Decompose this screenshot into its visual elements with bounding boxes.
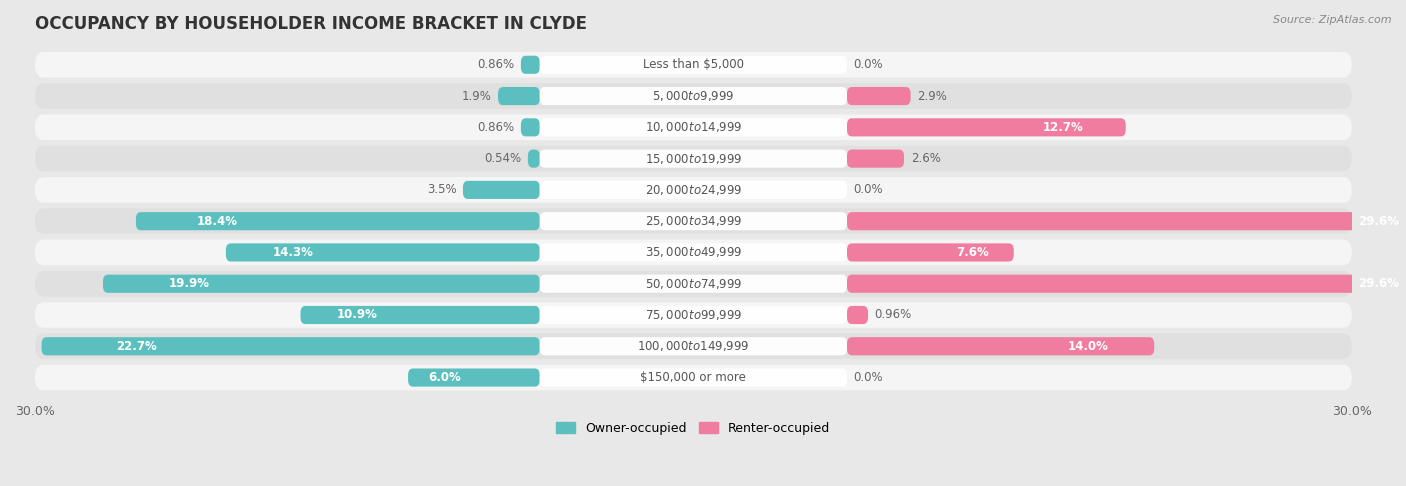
- FancyBboxPatch shape: [846, 243, 1014, 261]
- FancyBboxPatch shape: [35, 177, 1351, 203]
- FancyBboxPatch shape: [520, 56, 540, 74]
- FancyBboxPatch shape: [846, 212, 1406, 230]
- FancyBboxPatch shape: [540, 181, 846, 199]
- FancyBboxPatch shape: [408, 368, 540, 387]
- Text: 6.0%: 6.0%: [427, 371, 461, 384]
- FancyBboxPatch shape: [540, 337, 846, 355]
- FancyBboxPatch shape: [35, 302, 1351, 328]
- FancyBboxPatch shape: [846, 337, 1154, 355]
- Text: $75,000 to $99,999: $75,000 to $99,999: [644, 308, 742, 322]
- FancyBboxPatch shape: [846, 275, 1406, 293]
- Text: 29.6%: 29.6%: [1358, 215, 1399, 227]
- FancyBboxPatch shape: [35, 52, 1351, 78]
- Text: $25,000 to $34,999: $25,000 to $34,999: [644, 214, 742, 228]
- FancyBboxPatch shape: [540, 243, 846, 261]
- FancyBboxPatch shape: [463, 181, 540, 199]
- FancyBboxPatch shape: [226, 243, 540, 261]
- FancyBboxPatch shape: [35, 115, 1351, 140]
- FancyBboxPatch shape: [103, 275, 540, 293]
- FancyBboxPatch shape: [498, 87, 540, 105]
- Text: 18.4%: 18.4%: [197, 215, 238, 227]
- FancyBboxPatch shape: [35, 146, 1351, 172]
- FancyBboxPatch shape: [540, 275, 846, 293]
- FancyBboxPatch shape: [520, 118, 540, 137]
- FancyBboxPatch shape: [35, 240, 1351, 265]
- Text: $20,000 to $24,999: $20,000 to $24,999: [644, 183, 742, 197]
- Text: $35,000 to $49,999: $35,000 to $49,999: [644, 245, 742, 260]
- FancyBboxPatch shape: [35, 271, 1351, 296]
- Text: 29.6%: 29.6%: [1358, 277, 1399, 290]
- FancyBboxPatch shape: [540, 56, 846, 74]
- Text: Source: ZipAtlas.com: Source: ZipAtlas.com: [1274, 15, 1392, 25]
- Text: 12.7%: 12.7%: [1043, 121, 1084, 134]
- Text: 0.54%: 0.54%: [484, 152, 522, 165]
- FancyBboxPatch shape: [540, 306, 846, 324]
- FancyBboxPatch shape: [540, 212, 846, 230]
- Text: 3.5%: 3.5%: [426, 183, 457, 196]
- Text: $5,000 to $9,999: $5,000 to $9,999: [652, 89, 734, 103]
- Text: OCCUPANCY BY HOUSEHOLDER INCOME BRACKET IN CLYDE: OCCUPANCY BY HOUSEHOLDER INCOME BRACKET …: [35, 15, 586, 33]
- Text: 14.3%: 14.3%: [273, 246, 314, 259]
- Legend: Owner-occupied, Renter-occupied: Owner-occupied, Renter-occupied: [551, 417, 835, 439]
- Text: 2.9%: 2.9%: [917, 89, 948, 103]
- FancyBboxPatch shape: [301, 306, 540, 324]
- FancyBboxPatch shape: [540, 118, 846, 137]
- Text: 0.0%: 0.0%: [853, 371, 883, 384]
- Text: 1.9%: 1.9%: [461, 89, 492, 103]
- FancyBboxPatch shape: [846, 118, 1126, 137]
- Text: $50,000 to $74,999: $50,000 to $74,999: [644, 277, 742, 291]
- Text: 2.6%: 2.6%: [911, 152, 941, 165]
- Text: 19.9%: 19.9%: [169, 277, 209, 290]
- FancyBboxPatch shape: [846, 306, 868, 324]
- Text: 0.0%: 0.0%: [853, 58, 883, 71]
- FancyBboxPatch shape: [846, 87, 911, 105]
- Text: $10,000 to $14,999: $10,000 to $14,999: [644, 121, 742, 134]
- FancyBboxPatch shape: [540, 150, 846, 168]
- FancyBboxPatch shape: [35, 208, 1351, 234]
- Text: 0.86%: 0.86%: [477, 121, 515, 134]
- Text: 0.0%: 0.0%: [853, 183, 883, 196]
- Text: $150,000 or more: $150,000 or more: [640, 371, 747, 384]
- FancyBboxPatch shape: [527, 150, 540, 168]
- Text: 10.9%: 10.9%: [336, 309, 377, 322]
- Text: $15,000 to $19,999: $15,000 to $19,999: [644, 152, 742, 166]
- Text: 14.0%: 14.0%: [1067, 340, 1108, 353]
- Text: Less than $5,000: Less than $5,000: [643, 58, 744, 71]
- Text: 0.96%: 0.96%: [875, 309, 912, 322]
- Text: 0.86%: 0.86%: [477, 58, 515, 71]
- FancyBboxPatch shape: [35, 333, 1351, 359]
- FancyBboxPatch shape: [846, 150, 904, 168]
- Text: 7.6%: 7.6%: [956, 246, 988, 259]
- FancyBboxPatch shape: [136, 212, 540, 230]
- FancyBboxPatch shape: [35, 364, 1351, 390]
- FancyBboxPatch shape: [35, 83, 1351, 109]
- Text: $100,000 to $149,999: $100,000 to $149,999: [637, 339, 749, 353]
- FancyBboxPatch shape: [42, 337, 540, 355]
- FancyBboxPatch shape: [540, 368, 846, 387]
- FancyBboxPatch shape: [540, 87, 846, 105]
- Text: 22.7%: 22.7%: [117, 340, 157, 353]
